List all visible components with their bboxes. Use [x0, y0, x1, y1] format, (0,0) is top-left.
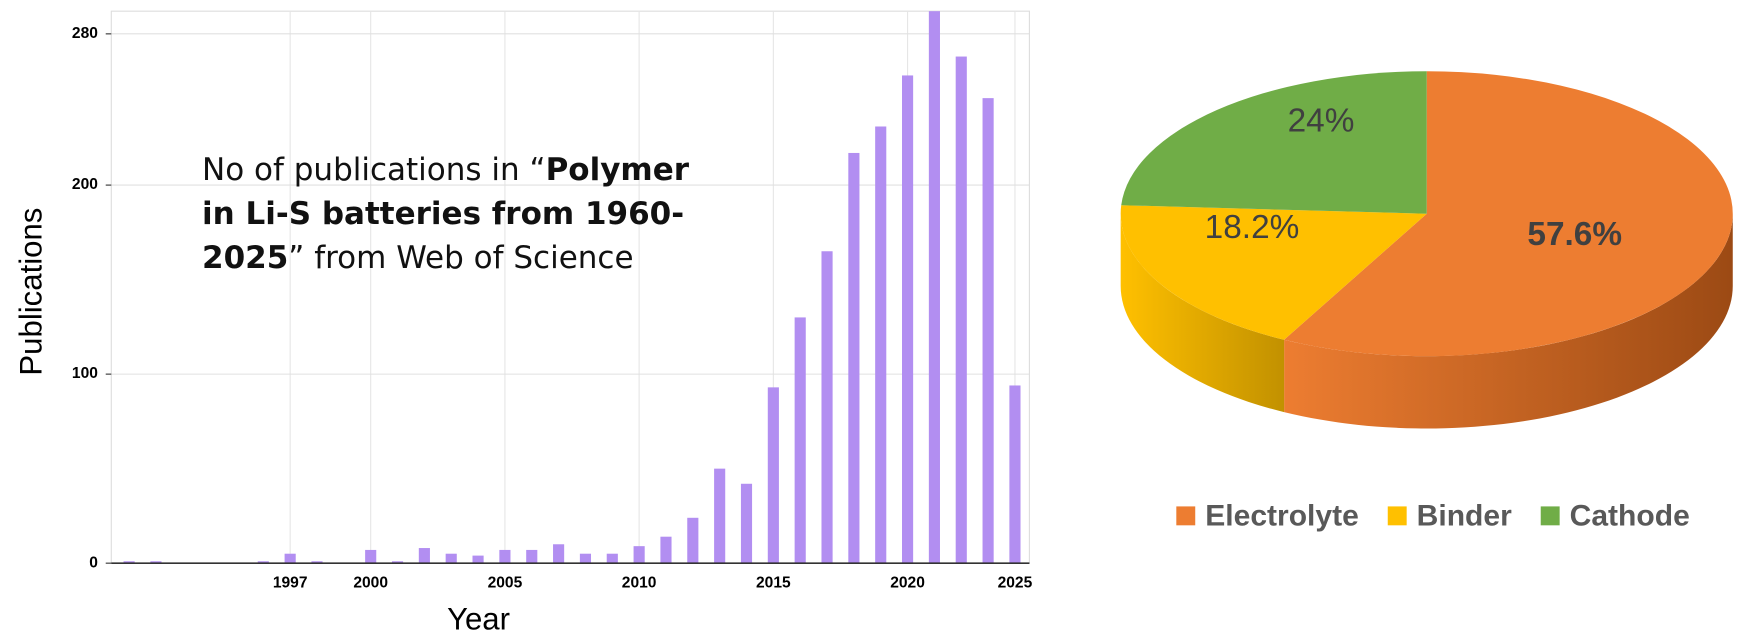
- bar: [714, 468, 726, 564]
- legend-swatch: [1540, 506, 1560, 526]
- bar: [902, 75, 914, 564]
- bar: [740, 483, 753, 564]
- bar: [821, 251, 833, 564]
- data-label: 57.6%: [1527, 216, 1622, 253]
- legend-swatch: [1176, 506, 1196, 526]
- bar: [284, 553, 296, 564]
- bar: [767, 387, 779, 564]
- bar: [472, 555, 484, 564]
- y-tick-label: 280: [72, 25, 98, 42]
- y-axis-title: Publications: [14, 208, 49, 376]
- bar: [660, 536, 672, 564]
- x-tick-label: 2000: [353, 574, 388, 591]
- y-tick-label: 200: [72, 176, 98, 193]
- bar: [365, 549, 377, 564]
- bar: [1009, 385, 1021, 564]
- bar: [794, 317, 806, 564]
- bar: [311, 561, 323, 564]
- bar: [875, 126, 887, 564]
- annotation-text: ” from Web of Science: [288, 240, 634, 276]
- legend-label: Cathode: [1570, 499, 1690, 532]
- bar: [955, 56, 967, 564]
- bar: [123, 561, 135, 564]
- x-axis-title: Year: [447, 601, 510, 636]
- annotation-text: No of publications in “: [202, 152, 546, 188]
- x-tick-label: 2025: [998, 574, 1033, 591]
- x-tick-label: 2010: [622, 574, 657, 591]
- legend-label: Binder: [1417, 499, 1512, 532]
- bar: [982, 98, 994, 564]
- bar: [499, 549, 511, 564]
- plot-area: [110, 10, 1030, 564]
- bar: [418, 548, 430, 564]
- bar: [257, 561, 269, 564]
- data-label: 24%: [1288, 102, 1355, 139]
- pie-slice: [1121, 71, 1427, 214]
- bar: [633, 546, 645, 564]
- pie-slice: [1284, 71, 1733, 357]
- bar: [150, 561, 162, 564]
- bar: [928, 11, 940, 564]
- bar: [848, 152, 860, 564]
- legend-swatch: [1387, 506, 1407, 526]
- bar: [687, 517, 699, 564]
- bar: [579, 553, 592, 564]
- annotation: No of publications in “Polymer in Li-S b…: [202, 148, 702, 280]
- legend-label: Electrolyte: [1205, 499, 1359, 532]
- x-tick-label: 2005: [488, 574, 523, 591]
- annotation-bold: Polymer in Li-S batteries from 1960-2025: [202, 152, 690, 276]
- x-tick-label: 2015: [756, 574, 791, 591]
- x-tick-label: 1997: [273, 574, 308, 591]
- x-tick-label: 2020: [890, 574, 925, 591]
- y-tick-label: 0: [89, 554, 98, 571]
- bar: [445, 553, 457, 564]
- bar: [553, 544, 565, 564]
- y-tick-label: 100: [72, 365, 98, 382]
- pie-side: [1120, 213, 1285, 413]
- bar: [526, 549, 538, 564]
- bar: [606, 553, 618, 564]
- pie-side: [1284, 213, 1733, 429]
- data-label: 18.2%: [1205, 209, 1300, 246]
- pie-slice: [1120, 205, 1427, 340]
- bar: [391, 561, 404, 564]
